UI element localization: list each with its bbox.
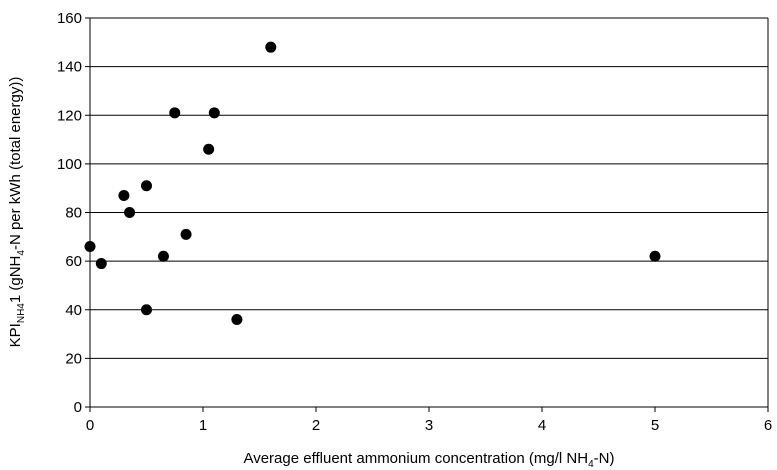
y-tick-label: 0 — [74, 399, 82, 416]
y-tick-label: 100 — [57, 156, 82, 173]
data-point — [84, 241, 96, 253]
data-point — [180, 228, 192, 240]
data-point — [141, 304, 152, 316]
gridlines — [90, 17, 768, 359]
data-point — [124, 207, 136, 218]
data-points — [84, 41, 661, 325]
data-point — [203, 143, 215, 155]
x-axis-title: Average effluent ammonium concentration … — [243, 450, 614, 470]
x-tick-label: 3 — [425, 417, 433, 434]
y-tick-label: 140 — [57, 59, 82, 76]
x-tick-labels: 0 1 2 3 4 5 6 — [86, 417, 772, 434]
y-tick-label: 160 — [57, 10, 82, 27]
x-tick-label: 0 — [86, 417, 94, 434]
x-tick-label: 2 — [312, 417, 320, 434]
y-axis-title: KPINH41 (gNH4-N per kWh (total energy)) — [7, 77, 27, 348]
axes — [85, 17, 769, 412]
x-tick-label: 4 — [538, 417, 546, 434]
data-point — [231, 313, 243, 325]
data-point — [649, 250, 661, 262]
y-tick-labels: 0 20 40 60 80 100 120 140 160 — [57, 10, 82, 416]
y-tick-label: 80 — [65, 205, 82, 222]
x-tick-label: 6 — [764, 417, 772, 434]
data-point — [208, 107, 220, 119]
data-point — [169, 107, 181, 119]
x-tick-label: 1 — [199, 417, 207, 434]
x-tick-label: 5 — [651, 417, 659, 434]
y-tick-label: 60 — [65, 253, 82, 270]
data-point — [157, 250, 169, 262]
data-point — [95, 258, 107, 270]
data-point — [265, 41, 277, 53]
y-tick-label: 40 — [65, 302, 82, 319]
data-point — [118, 189, 130, 201]
y-tick-label: 20 — [65, 350, 82, 367]
y-tick-label: 120 — [57, 107, 82, 124]
data-point — [141, 180, 152, 192]
